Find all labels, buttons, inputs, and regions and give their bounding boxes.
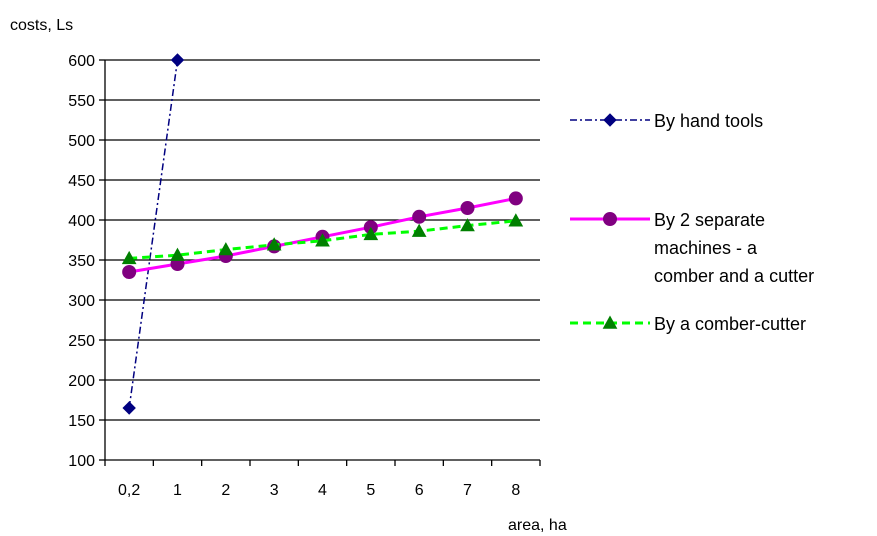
- series-1-point-8: [508, 191, 523, 206]
- x-tick-label-5: 5: [366, 482, 375, 499]
- y-tick-labels: 100 150 200 250 300 350 400 450 500 550 600: [68, 53, 95, 470]
- x-tick-label-7: 7: [463, 482, 472, 499]
- series-2-point-2: [218, 242, 234, 256]
- legend-marker-2: [602, 315, 618, 329]
- series-2-point-7: [460, 218, 475, 232]
- x-tick-label-4: 4: [318, 482, 327, 499]
- y-tick-label-350: 350: [68, 253, 95, 270]
- series-0-point-0: [122, 401, 136, 415]
- y-tick-label-300: 300: [68, 293, 95, 310]
- x-axis-title: area, ha: [508, 517, 567, 534]
- data-series: [121, 53, 524, 415]
- series-2-point-0: [121, 250, 137, 265]
- legend-label-2: By a comber-cutter: [654, 314, 806, 334]
- x-tick-label-6: 6: [415, 482, 424, 499]
- y-tick-label-450: 450: [68, 173, 95, 190]
- legend-label-1: By 2 separate machines - a comber and a cu…: [654, 210, 814, 286]
- series-1-point-6: [412, 209, 427, 224]
- legend: By hand tools By 2 separate machines - a co…: [570, 111, 814, 334]
- series-1-point-0: [122, 265, 137, 279]
- series-1-point-7: [460, 201, 475, 215]
- x-tick-label-8: 8: [511, 482, 520, 499]
- x-tick-labels: 0,2 1 2 3 4 5 6 7 8: [118, 482, 520, 499]
- x-tick-label-2: 2: [221, 482, 230, 499]
- legend-label-0: By hand tools: [654, 111, 763, 131]
- y-tick-label-550: 550: [68, 93, 95, 110]
- legend-label-0-line-0: By hand tools: [654, 111, 763, 131]
- legend-label-2-line-0: By a comber-cutter: [654, 314, 806, 334]
- series-2-point-8: [508, 213, 524, 227]
- y-tick-label-500: 500: [68, 133, 95, 150]
- legend-label-1-line-2: comber and a cutter: [654, 266, 814, 286]
- y-tick-label-150: 150: [68, 413, 95, 430]
- series-2-point-5: [363, 226, 379, 241]
- legend-marker-1: [603, 212, 617, 226]
- legend-marker-0: [603, 113, 617, 127]
- x-tick-label-0: 0,2: [118, 482, 140, 499]
- x-tick-label-3: 3: [270, 482, 279, 499]
- x-tick-label-1: 1: [173, 482, 182, 499]
- series-0-point-1: [170, 53, 185, 67]
- gridlines: [105, 59, 540, 421]
- y-tick-label-250: 250: [68, 333, 95, 350]
- legend-label-1-line-1: machines - a: [654, 238, 758, 258]
- series-0-line: [128, 59, 179, 409]
- series-2-point-4: [315, 233, 330, 247]
- y-tick-label-400: 400: [68, 213, 95, 230]
- y-axis-title: costs, Ls: [10, 17, 73, 34]
- axes: [99, 59, 541, 466]
- y-tick-label-200: 200: [68, 373, 95, 390]
- series-2-point-1: [170, 247, 185, 261]
- legend-label-1-line-0: By 2 separate: [654, 210, 765, 230]
- series-2-point-6: [411, 223, 427, 237]
- series-2-point-3: [266, 237, 282, 251]
- y-tick-label-100: 100: [68, 453, 95, 470]
- y-tick-label-600: 600: [68, 53, 95, 70]
